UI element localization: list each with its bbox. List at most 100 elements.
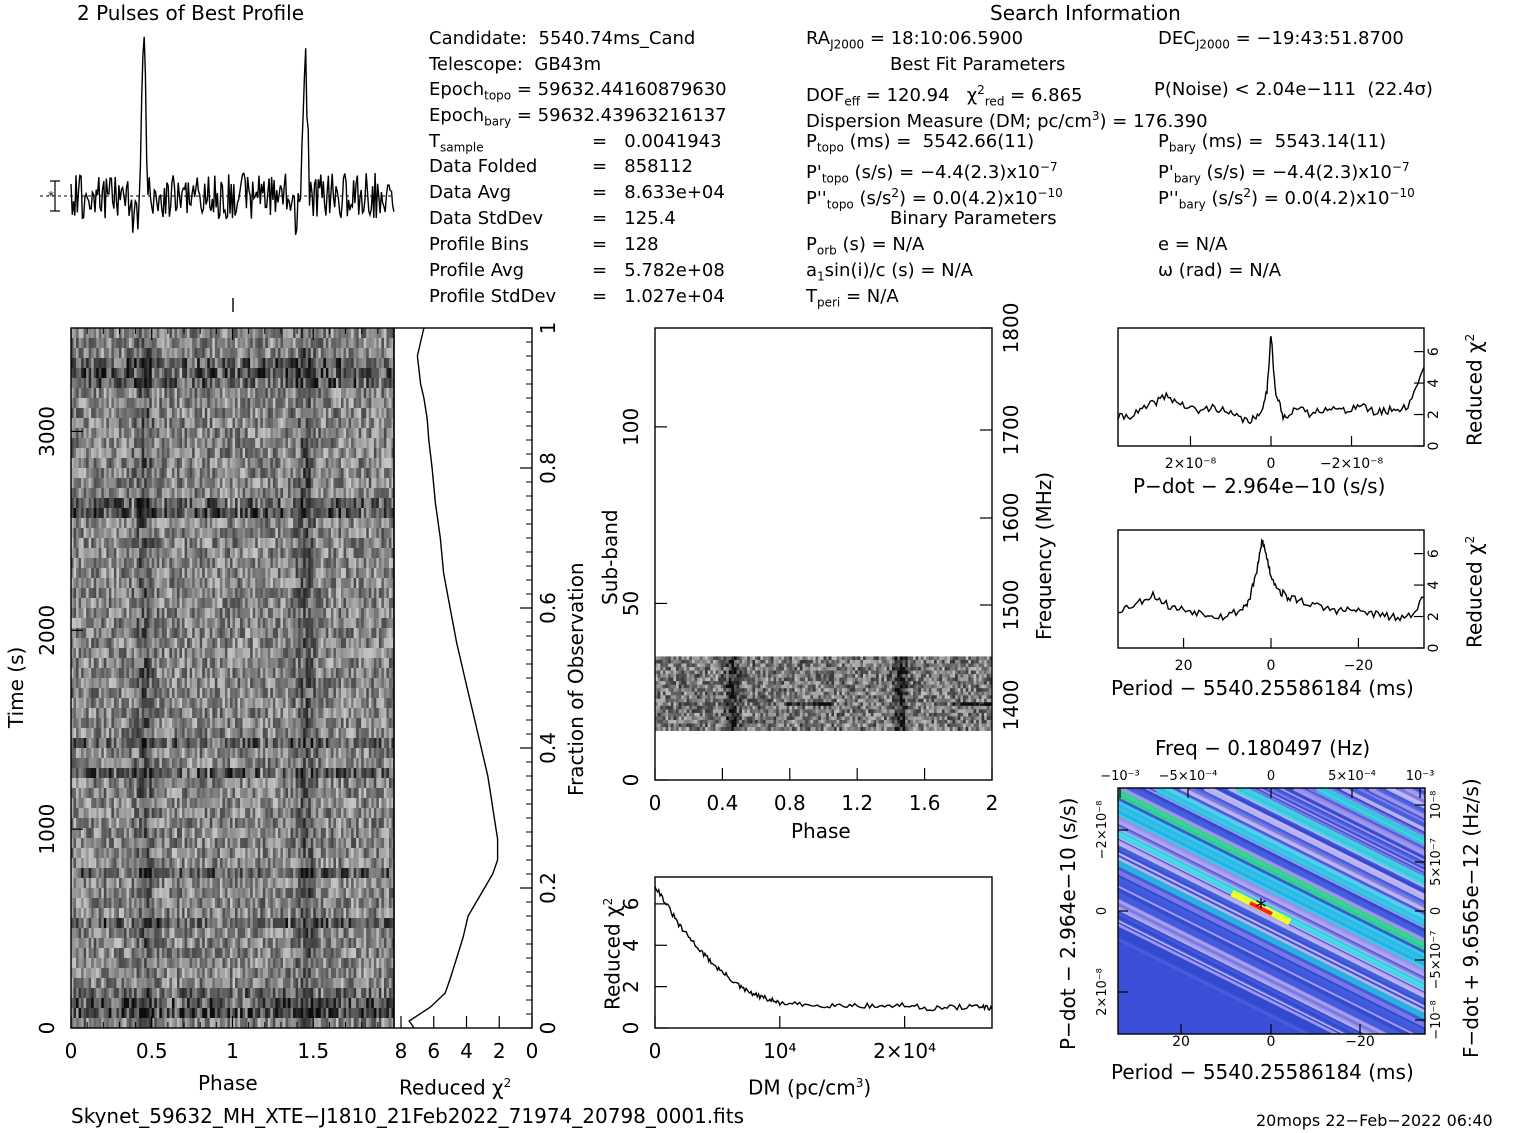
tp-cell (282, 668, 286, 679)
tp-cell (83, 528, 87, 539)
tp-cell (320, 328, 324, 339)
tp-cell (116, 348, 120, 359)
tp-cell (71, 518, 74, 529)
tp-cell (192, 578, 196, 589)
tp-cell (376, 348, 380, 359)
tp-cell (121, 348, 125, 359)
tp-cell (182, 478, 185, 489)
tp-cell (343, 588, 347, 599)
tp-cell (212, 598, 216, 609)
tp-cell (71, 448, 74, 459)
tp-cell (179, 678, 183, 689)
tp-cell (267, 488, 271, 499)
tp-cell (189, 608, 193, 619)
tp-cell (252, 688, 256, 699)
tp-cell (81, 348, 85, 359)
tp-cell (270, 648, 274, 659)
tp-cell (300, 358, 304, 369)
tp-cell (202, 468, 206, 479)
tp-cell (381, 648, 385, 659)
tp-cell (169, 508, 173, 519)
tp-cell (159, 518, 163, 529)
tp-cell (275, 598, 279, 609)
tp-cell (146, 598, 150, 609)
tp-cell (280, 518, 284, 529)
tp-cell (76, 398, 79, 409)
tp-cell (176, 338, 180, 349)
tp-cell (293, 508, 296, 519)
tp-cell (267, 518, 271, 529)
tp-cell (189, 648, 193, 659)
tp-cell (187, 428, 190, 439)
tp-cell (96, 498, 100, 509)
tp-cell (222, 518, 226, 529)
tp-cell (144, 398, 148, 409)
tp-cell (235, 548, 238, 559)
tp-cell (113, 358, 117, 369)
tp-cell (164, 408, 168, 419)
tp-cell (361, 358, 365, 369)
tp-cell (212, 388, 216, 399)
tp-cell (209, 478, 213, 489)
tp-cell (88, 708, 92, 719)
tp-cell (187, 328, 190, 339)
tp-cell (320, 668, 324, 679)
tp-cell (391, 578, 394, 589)
tp-cell (136, 708, 140, 719)
tp-cell (323, 588, 327, 599)
tp-cell (197, 578, 201, 589)
tp-cell (151, 708, 155, 719)
tp-cell (212, 508, 216, 519)
tp-cell (247, 508, 251, 519)
tp-cell (111, 368, 115, 379)
tp-cell (113, 528, 117, 539)
tp-cell (161, 478, 165, 489)
pddtopo-value: (s/s (853, 188, 892, 209)
tp-cell (202, 328, 206, 339)
tp-cell (129, 568, 132, 579)
tp-cell (108, 628, 112, 639)
tp-cell (275, 378, 279, 389)
tp-cell (126, 588, 130, 599)
tp-cell (257, 358, 261, 369)
tp-cell (262, 688, 266, 699)
tp-cell (113, 428, 117, 439)
tp-cell (280, 568, 284, 579)
tp-cell (330, 508, 334, 519)
tp-cell (303, 558, 307, 569)
tp-cell (320, 598, 324, 609)
tp-cell (378, 368, 382, 379)
tp-cell (250, 628, 254, 639)
tp-cell (166, 588, 170, 599)
tp-cell (222, 608, 226, 619)
tp-cell (386, 468, 390, 479)
tp-cell (353, 528, 357, 539)
tp-cell (194, 578, 198, 589)
tp-cell (101, 608, 105, 619)
tp-cell (88, 668, 92, 679)
tp-cell (285, 468, 289, 479)
tp-cell (103, 468, 107, 479)
tp-cell (118, 558, 122, 569)
tp-cell (257, 518, 261, 529)
tp-cell (192, 558, 196, 569)
tp-cell (204, 448, 208, 459)
tp-cell (328, 408, 332, 419)
tp-cell (295, 698, 299, 709)
tp-cell (277, 348, 281, 359)
tp-cell (136, 458, 140, 469)
tp-cell (257, 498, 261, 509)
tp-cell (159, 498, 163, 509)
tp-cell (240, 578, 243, 589)
tp-cell (391, 518, 394, 529)
tp-cell (232, 688, 236, 699)
tp-cell (378, 468, 382, 479)
tp-cell (237, 678, 241, 689)
pddtopo-name: P'' (806, 188, 827, 209)
tp-cell (88, 478, 92, 489)
tp-cell (242, 518, 246, 529)
tp-cell (154, 498, 158, 509)
tp-cell (280, 428, 284, 439)
tp-cell (214, 478, 218, 489)
tp-cell (146, 678, 150, 689)
